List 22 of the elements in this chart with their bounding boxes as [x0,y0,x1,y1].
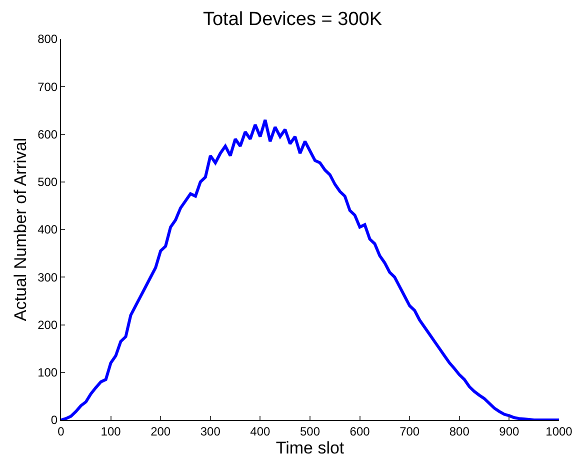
x-tick-label: 100 [100,424,122,438]
y-tick-label: 400 [38,222,58,237]
x-tick-label: 700 [400,424,420,438]
y-tick-label: 800 [38,32,58,46]
x-tick-label: 900 [499,424,520,438]
y-tick-label: 300 [38,270,58,284]
x-tick-label: 1000 [546,424,573,438]
y-tick-label: 700 [38,80,58,94]
x-axis-title: Time slot [276,438,344,458]
y-tick-label: 100 [38,366,58,380]
y-tick-label: 0 [50,413,58,428]
x-tick-label: 400 [250,424,271,438]
y-tick-label: 600 [38,127,58,142]
x-tick-label: 800 [449,424,470,438]
y-tick-label: 500 [38,175,58,190]
x-tick-label: 300 [200,424,221,438]
chart-title: Total Devices = 300K [202,8,382,30]
y-axis-title: Actual Number of Arrival [11,138,30,322]
x-tick-label: 600 [350,424,370,438]
x-tick-label: 500 [300,424,320,438]
y-tick-label: 200 [38,318,58,332]
x-tick-label: 200 [150,424,171,438]
